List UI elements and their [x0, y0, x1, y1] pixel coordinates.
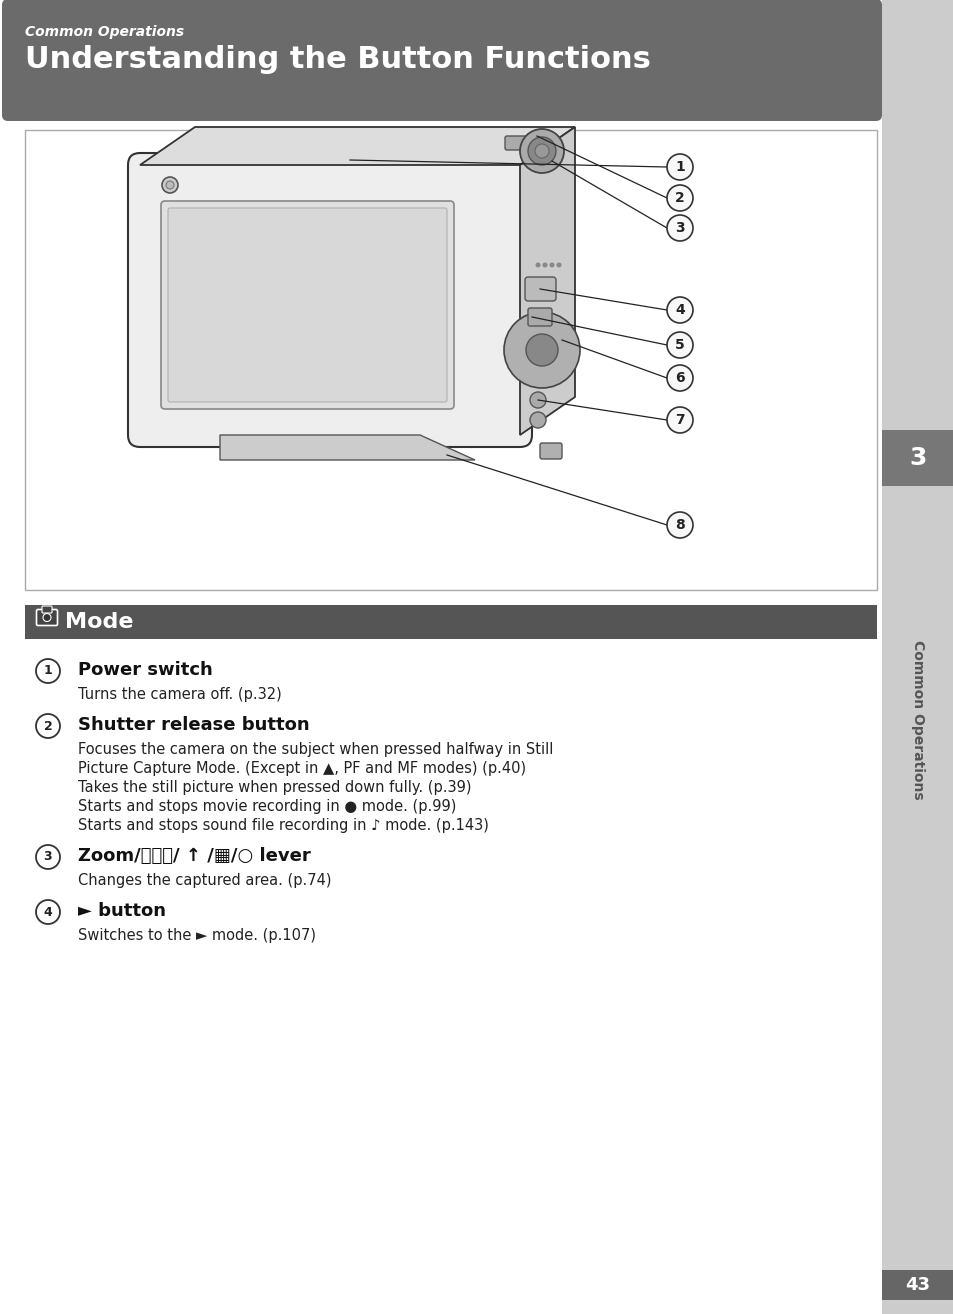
Circle shape: [36, 714, 60, 738]
Circle shape: [525, 334, 558, 367]
Text: Understanding the Button Functions: Understanding the Button Functions: [25, 45, 650, 74]
Text: 5: 5: [675, 338, 684, 352]
Circle shape: [527, 137, 556, 166]
FancyBboxPatch shape: [524, 277, 556, 301]
Text: Starts and stops sound file recording in ♪ mode. (p.143): Starts and stops sound file recording in…: [78, 819, 488, 833]
Text: Switches to the ► mode. (p.107): Switches to the ► mode. (p.107): [78, 928, 315, 943]
Circle shape: [666, 297, 692, 323]
Circle shape: [556, 263, 561, 268]
Circle shape: [666, 185, 692, 212]
Circle shape: [666, 154, 692, 180]
Circle shape: [36, 660, 60, 683]
FancyBboxPatch shape: [42, 606, 52, 614]
Circle shape: [542, 263, 547, 268]
FancyBboxPatch shape: [527, 307, 552, 326]
Circle shape: [519, 129, 563, 173]
Circle shape: [666, 512, 692, 537]
Bar: [25, 604, 876, 639]
Bar: [25, 130, 876, 590]
Text: 1: 1: [44, 665, 52, 678]
Text: Shutter release button: Shutter release button: [78, 716, 310, 735]
Text: 3: 3: [44, 850, 52, 863]
Text: Power switch: Power switch: [78, 661, 213, 679]
Text: Common Operations: Common Operations: [910, 640, 924, 800]
Text: Changes the captured area. (p.74): Changes the captured area. (p.74): [78, 872, 331, 888]
Circle shape: [535, 145, 548, 158]
Circle shape: [535, 263, 540, 268]
Text: 1: 1: [675, 160, 684, 173]
Text: 4: 4: [675, 304, 684, 317]
FancyBboxPatch shape: [539, 443, 561, 459]
Text: 6: 6: [675, 371, 684, 385]
Circle shape: [503, 311, 579, 388]
Circle shape: [530, 413, 545, 428]
Circle shape: [43, 614, 51, 622]
FancyBboxPatch shape: [128, 152, 532, 447]
Text: 2: 2: [44, 720, 52, 732]
FancyBboxPatch shape: [504, 137, 529, 150]
FancyBboxPatch shape: [2, 0, 882, 121]
Polygon shape: [519, 127, 575, 435]
Text: 43: 43: [904, 1276, 929, 1294]
Text: Focuses the camera on the subject when pressed halfway in Still: Focuses the camera on the subject when p…: [78, 742, 553, 757]
Circle shape: [666, 365, 692, 392]
Text: Turns the camera off. (p.32): Turns the camera off. (p.32): [78, 687, 281, 702]
Text: Picture Capture Mode. (Except in ▲, PF and MF modes) (p.40): Picture Capture Mode. (Except in ▲, PF a…: [78, 761, 525, 777]
Text: Starts and stops movie recording in ● mode. (p.99): Starts and stops movie recording in ● mo…: [78, 799, 456, 813]
Circle shape: [166, 181, 173, 189]
Text: 3: 3: [675, 221, 684, 235]
Circle shape: [36, 900, 60, 924]
Text: 8: 8: [675, 518, 684, 532]
Text: Mode: Mode: [65, 612, 133, 632]
FancyBboxPatch shape: [168, 208, 447, 402]
Bar: [882, 430, 953, 486]
Polygon shape: [140, 127, 575, 166]
Circle shape: [162, 177, 178, 193]
Text: Zoom/⛰⛰⛰/ ↑ /▦/○ lever: Zoom/⛰⛰⛰/ ↑ /▦/○ lever: [78, 848, 311, 865]
Bar: [882, 0, 953, 1314]
Circle shape: [666, 215, 692, 240]
Circle shape: [530, 392, 545, 409]
FancyBboxPatch shape: [36, 610, 57, 625]
Text: Takes the still picture when pressed down fully. (p.39): Takes the still picture when pressed dow…: [78, 781, 471, 795]
FancyBboxPatch shape: [161, 201, 454, 409]
Circle shape: [666, 407, 692, 434]
Circle shape: [549, 263, 554, 268]
Circle shape: [666, 332, 692, 357]
Circle shape: [36, 845, 60, 869]
Polygon shape: [220, 435, 475, 460]
Text: Common Operations: Common Operations: [25, 25, 184, 39]
Bar: [882, 1271, 953, 1300]
Text: 7: 7: [675, 413, 684, 427]
Text: ► button: ► button: [78, 901, 166, 920]
Text: 4: 4: [44, 905, 52, 918]
Text: 2: 2: [675, 191, 684, 205]
Text: 3: 3: [908, 445, 925, 470]
